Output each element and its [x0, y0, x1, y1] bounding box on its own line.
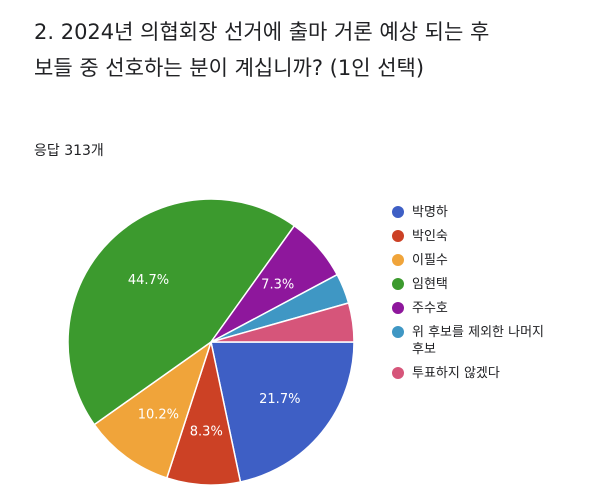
legend-swatch: [392, 230, 404, 242]
legend-swatch: [392, 206, 404, 218]
slice-label-3: 44.7%: [128, 273, 169, 288]
legend-item[interactable]: 임현택: [392, 276, 592, 293]
legend-label: 투표하지 않겠다: [412, 366, 500, 381]
slice-label-2: 10.2%: [138, 407, 179, 422]
pie-slice-0[interactable]: [210, 341, 355, 483]
legend-swatch: [392, 278, 404, 290]
question-title: 2. 2024년 의협회장 선거에 출마 거론 예상 되는 후보들 중 선호하는…: [34, 20, 490, 80]
legend-item[interactable]: 위 후보를 제외한 나머지 후보: [392, 324, 592, 358]
legend-item[interactable]: 투표하지 않겠다: [392, 365, 592, 382]
legend-swatch: [392, 254, 404, 266]
pie-slice-3[interactable]: [67, 198, 296, 426]
legend-label: 위 후보를 제외한 나머지 후보: [412, 325, 544, 357]
legend-item[interactable]: 이필수: [392, 252, 592, 269]
pie-slice-2[interactable]: [93, 340, 213, 479]
slice-label-1: 8.3%: [190, 425, 223, 440]
legend-item[interactable]: 주수호: [392, 300, 592, 317]
legend-swatch: [392, 326, 404, 338]
slice-label-0: 21.7%: [259, 392, 300, 407]
pie-slice-6[interactable]: [210, 302, 355, 343]
legend-label: 주수호: [412, 301, 448, 316]
slice-label-4: 7.3%: [261, 278, 294, 293]
legend-label: 이필수: [412, 253, 448, 268]
legend-label: 임현택: [412, 277, 448, 292]
legend-item[interactable]: 박명하: [392, 204, 592, 221]
legend-item[interactable]: 박인숙: [392, 228, 592, 245]
legend-swatch: [392, 302, 404, 314]
response-count: 응답 313개: [34, 143, 104, 159]
legend-label: 박명하: [412, 205, 448, 220]
legend-label: 박인숙: [412, 229, 448, 244]
legend-swatch: [392, 367, 404, 379]
